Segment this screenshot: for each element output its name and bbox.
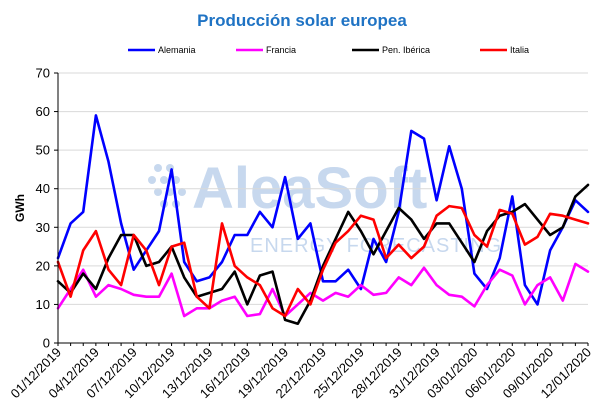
y-tick-label: 10: [36, 297, 50, 312]
legend-label-francia: Francia: [266, 45, 296, 55]
legend-label-pen-iberica: Pen. Ibérica: [382, 45, 430, 55]
chart-title: Producción solar europea: [197, 11, 407, 30]
y-tick-label: 30: [36, 220, 50, 235]
series-line-italia: [56, 204, 590, 318]
series-line-francia: [56, 262, 590, 318]
y-axis-label: GWh: [13, 194, 27, 222]
y-tick-label: 50: [36, 143, 50, 158]
y-tick-label: 70: [36, 66, 50, 81]
y-tick-label: 40: [36, 181, 50, 196]
legend-label-italia: Italia: [510, 45, 529, 55]
legend-label-alemania: Alemania: [158, 45, 196, 55]
y-tick-label: 60: [36, 104, 50, 119]
x-axis-ticks: 01/12/201904/12/201907/12/201910/12/2019…: [7, 343, 594, 401]
watermark-tagline: ENERGY FORECASTING: [250, 235, 502, 257]
y-tick-label: 20: [36, 258, 50, 273]
legend: Alemania Francia Pen. Ibérica Italia: [128, 45, 529, 55]
series-line-pen-iberica: [56, 183, 590, 326]
y-axis-ticks: 0 10 20 30 40 50 60 70: [36, 66, 58, 351]
series-lines: [56, 114, 590, 326]
y-tick-label: 0: [43, 336, 50, 351]
